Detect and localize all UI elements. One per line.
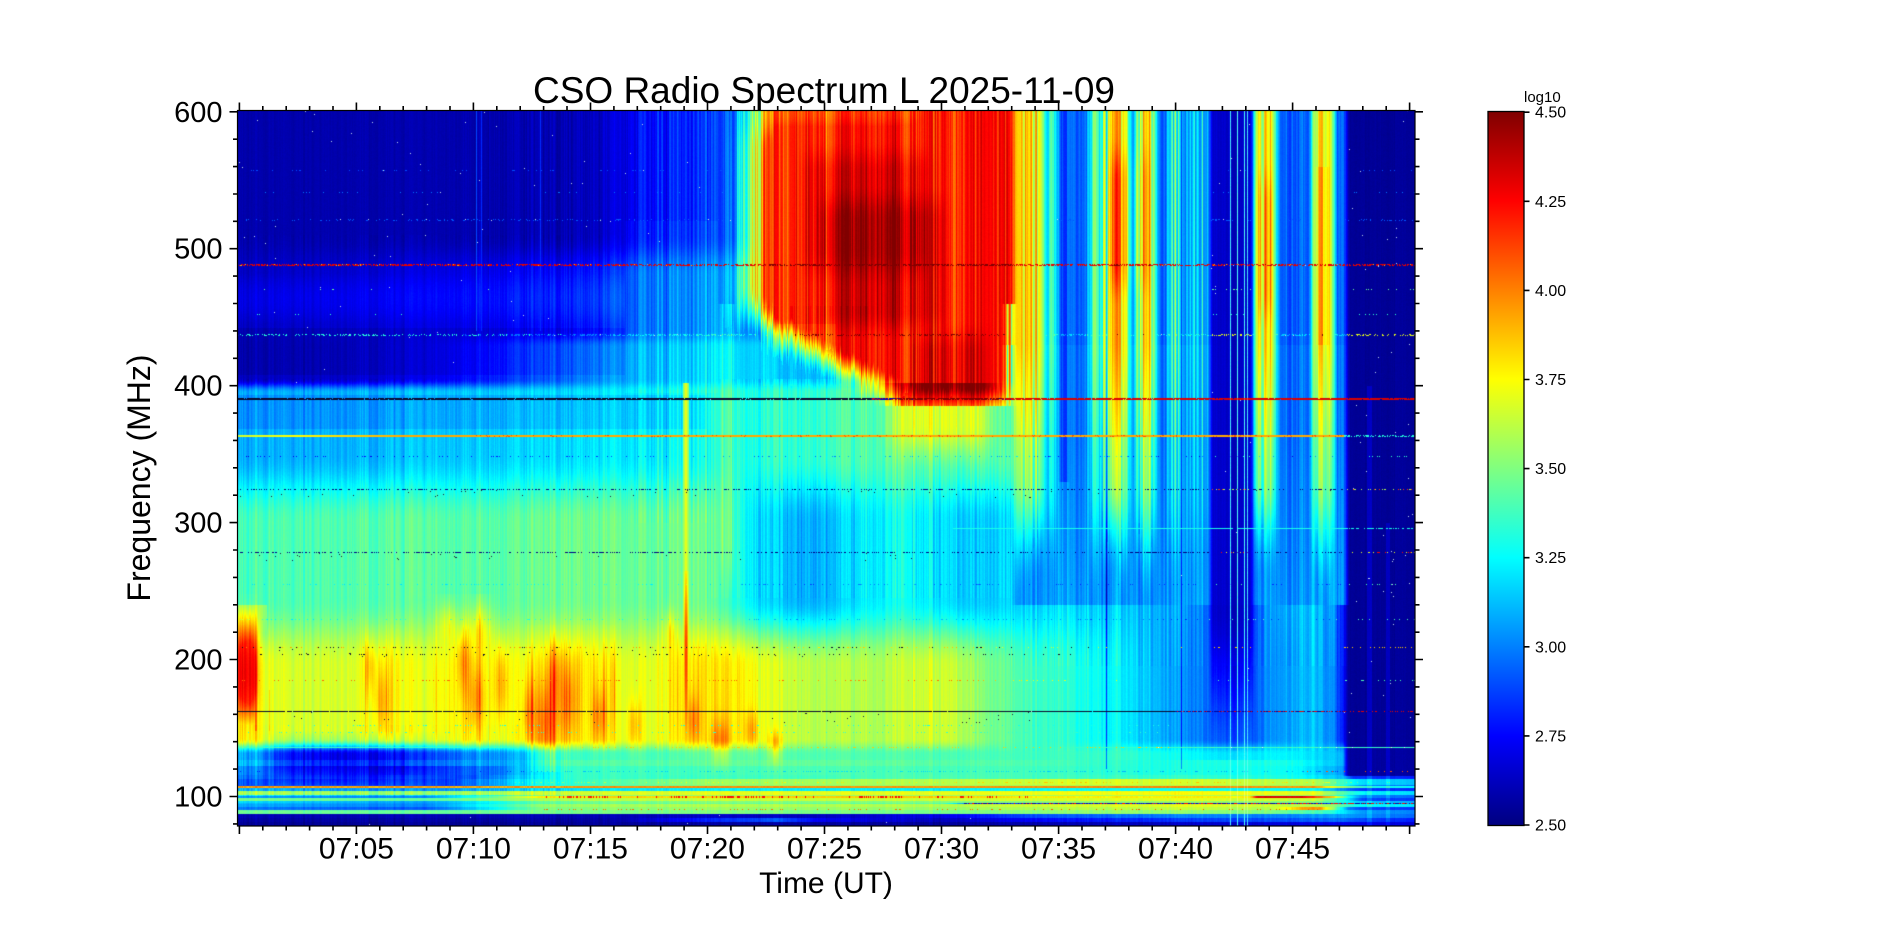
svg-text:3.50: 3.50 bbox=[1535, 461, 1566, 478]
svg-text:07:45: 07:45 bbox=[1255, 833, 1330, 866]
svg-text:07:20: 07:20 bbox=[670, 833, 745, 866]
svg-text:2.50: 2.50 bbox=[1535, 818, 1566, 835]
svg-text:07:15: 07:15 bbox=[553, 833, 628, 866]
svg-text:500: 500 bbox=[174, 234, 222, 266]
svg-text:log10: log10 bbox=[1524, 89, 1561, 106]
svg-text:07:40: 07:40 bbox=[1138, 833, 1213, 866]
svg-text:4.00: 4.00 bbox=[1535, 283, 1566, 300]
svg-text:07:35: 07:35 bbox=[1021, 833, 1096, 866]
svg-text:3.00: 3.00 bbox=[1535, 639, 1566, 656]
svg-text:4.50: 4.50 bbox=[1535, 105, 1566, 122]
svg-text:200: 200 bbox=[174, 645, 222, 677]
svg-text:CSO Radio Spectrum L 2025-11-0: CSO Radio Spectrum L 2025-11-09 bbox=[533, 70, 1115, 111]
svg-text:100: 100 bbox=[174, 782, 222, 814]
svg-text:3.75: 3.75 bbox=[1535, 372, 1566, 389]
svg-text:07:10: 07:10 bbox=[436, 833, 511, 866]
svg-text:07:30: 07:30 bbox=[904, 833, 979, 866]
svg-text:Frequency (MHz): Frequency (MHz) bbox=[121, 354, 157, 601]
svg-text:07:05: 07:05 bbox=[319, 833, 394, 866]
svg-text:400: 400 bbox=[174, 371, 222, 403]
svg-text:300: 300 bbox=[174, 508, 222, 540]
svg-text:07:25: 07:25 bbox=[787, 833, 862, 866]
svg-text:600: 600 bbox=[174, 97, 222, 129]
svg-text:3.25: 3.25 bbox=[1535, 550, 1566, 567]
svg-text:Time (UT): Time (UT) bbox=[759, 867, 893, 900]
svg-text:4.25: 4.25 bbox=[1535, 194, 1566, 211]
svg-text:2.75: 2.75 bbox=[1535, 728, 1566, 745]
